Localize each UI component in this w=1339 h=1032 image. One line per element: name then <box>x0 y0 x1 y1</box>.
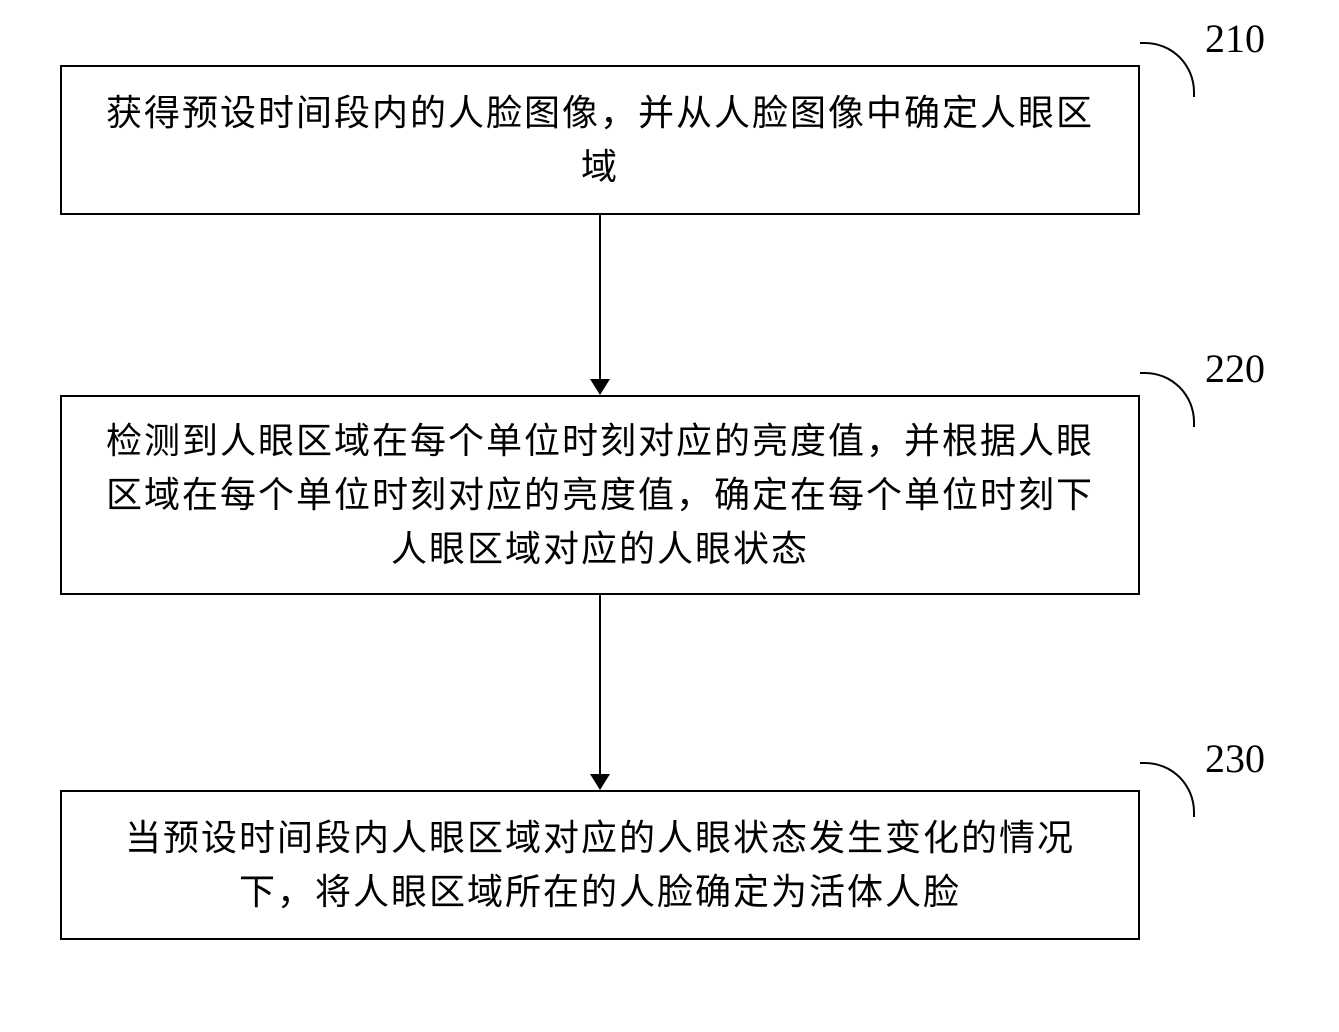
node-230-label: 230 <box>1205 735 1265 782</box>
node-220-label: 220 <box>1205 345 1265 392</box>
node-210-text: 获得预设时间段内的人脸图像，并从人脸图像中确定人眼区域 <box>92 86 1108 194</box>
label-curve-220 <box>1140 372 1195 427</box>
node-210-label: 210 <box>1205 15 1265 62</box>
flowchart-node-230: 当预设时间段内人眼区域对应的人眼状态发生变化的情况下，将人眼区域所在的人脸确定为… <box>60 790 1140 940</box>
arrowhead-icon <box>590 774 610 790</box>
node-220-text: 检测到人眼区域在每个单位时刻对应的亮度值，并根据人眼区域在每个单位时刻对应的亮度… <box>92 414 1108 576</box>
node-230-text: 当预设时间段内人眼区域对应的人眼状态发生变化的情况下，将人眼区域所在的人脸确定为… <box>92 811 1108 919</box>
flowchart-node-210: 获得预设时间段内的人脸图像，并从人脸图像中确定人眼区域 <box>60 65 1140 215</box>
label-curve-210 <box>1140 42 1195 97</box>
connector-line <box>599 595 601 774</box>
flowchart-node-220: 检测到人眼区域在每个单位时刻对应的亮度值，并根据人眼区域在每个单位时刻对应的亮度… <box>60 395 1140 595</box>
label-curve-230 <box>1140 762 1195 817</box>
arrowhead-icon <box>590 379 610 395</box>
connector-line <box>599 215 601 379</box>
flowchart-container: 获得预设时间段内的人脸图像，并从人脸图像中确定人眼区域 210 检测到人眼区域在… <box>0 0 1339 1032</box>
